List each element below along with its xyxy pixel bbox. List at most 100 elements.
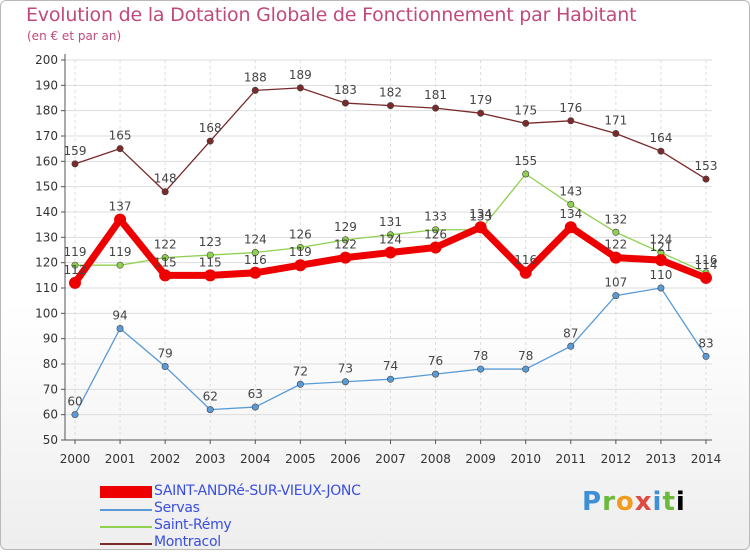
x-tick-label: 2000 [60,452,91,466]
data-point [161,188,169,196]
data-label: 112 [64,263,87,277]
data-label: 153 [695,159,718,173]
data-label: 79 [158,347,173,361]
data-label: 122 [334,238,357,252]
data-label: 83 [698,336,713,350]
y-tick-label: 90 [43,332,58,346]
data-label: 179 [469,93,492,107]
legend-label: Servas [154,500,200,516]
y-tick-label: 70 [43,382,58,396]
data-point [69,276,81,289]
proxiti-logo: Proxiti [582,487,686,517]
y-tick-label: 50 [43,433,58,447]
data-point [522,119,530,127]
data-label: 148 [154,172,177,186]
data-label: 189 [289,68,312,82]
data-label: 143 [559,184,582,198]
legend-swatch [100,509,152,511]
legend-swatch [100,526,152,528]
data-point [612,129,620,137]
data-point [567,117,575,125]
data-point [341,236,349,244]
data-point [339,251,352,264]
data-point [161,254,169,262]
legend-label: SAINT-ANDRé-SUR-VIEUX-JONC [154,483,361,499]
data-point [71,261,79,269]
y-tick-label: 170 [35,129,58,143]
data-point [341,378,349,386]
data-point [159,269,172,282]
data-label: 176 [559,101,582,115]
legend-swatch [100,543,152,545]
data-point [702,175,710,183]
data-label: 124 [244,233,267,247]
data-label: 183 [334,83,357,97]
data-label: 171 [604,113,627,127]
data-label: 131 [379,215,402,229]
data-label: 121 [649,240,672,254]
data-label: 155 [514,154,537,168]
data-point [206,251,214,259]
data-label: 115 [154,255,177,269]
data-point [116,261,124,269]
data-point [249,266,262,279]
data-label: 124 [379,233,402,247]
data-label: 119 [289,245,312,259]
y-tick-label: 140 [35,205,58,219]
data-point [206,137,214,145]
data-label: 165 [109,129,132,143]
chart-subtitle: (en € et par an) [27,29,122,43]
y-tick-label: 110 [35,281,58,295]
data-point [116,325,124,333]
data-label: 87 [563,326,578,340]
data-point [477,109,485,117]
y-tick-label: 120 [35,256,58,270]
y-tick-label: 80 [43,357,58,371]
data-point [294,259,307,272]
data-point [386,375,394,383]
data-label: 60 [67,395,82,409]
x-tick-label: 2005 [285,452,316,466]
data-point [612,292,620,300]
data-label: 175 [514,103,537,117]
data-label: 119 [109,245,132,259]
data-label: 94 [112,309,127,323]
data-label: 123 [199,235,222,249]
data-label: 124 [649,233,672,247]
data-label: 159 [64,144,87,158]
data-point [522,170,530,178]
y-tick-label: 130 [35,230,58,244]
data-point [116,145,124,153]
data-label: 133 [424,210,447,224]
data-label: 116 [514,253,537,267]
brand-letter: i [652,487,663,517]
x-tick-label: 2001 [105,452,136,466]
y-tick-label: 200 [35,53,58,67]
y-tick-label: 190 [35,78,58,92]
data-point [296,84,304,92]
data-point [567,200,575,208]
x-tick-label: 2006 [330,452,361,466]
y-tick-label: 60 [43,408,58,422]
legend-label: Saint-Rémy [154,517,232,533]
x-tick-label: 2004 [240,452,271,466]
data-point [702,352,710,360]
brand-letter: t [662,487,676,517]
x-tick-label: 2014 [691,452,722,466]
data-label: 122 [154,238,177,252]
x-tick-label: 2011 [556,452,587,466]
data-label: 129 [334,220,357,234]
data-label: 168 [199,121,222,135]
data-point [432,370,440,378]
data-point [654,254,667,267]
data-label: 116 [244,253,267,267]
data-point [204,269,217,282]
data-point [114,213,127,226]
data-label: 115 [199,255,222,269]
data-point [700,271,712,284]
x-tick-label: 2007 [375,452,406,466]
data-label: 110 [649,268,672,282]
y-tick-label: 180 [35,104,58,118]
data-point [206,406,214,414]
data-label: 188 [244,70,267,84]
